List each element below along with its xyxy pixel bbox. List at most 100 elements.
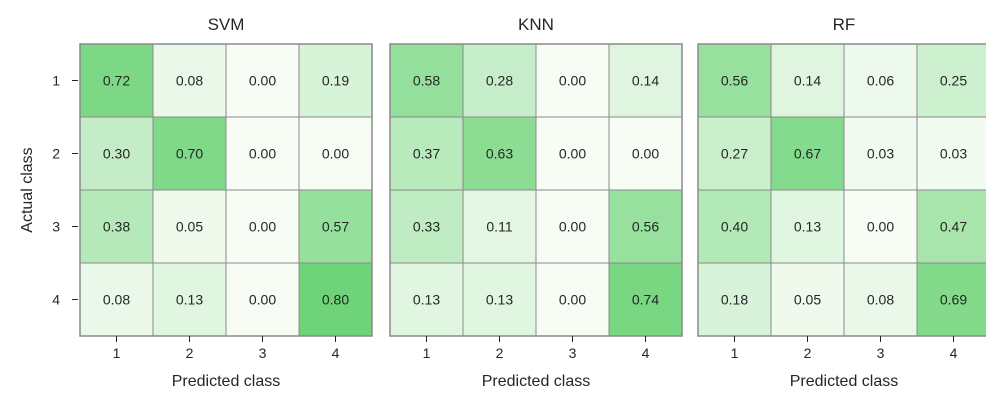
cell-value-label: 0.18	[721, 292, 748, 308]
cell-value-label: 0.33	[413, 219, 440, 235]
heatmap-cell	[298, 116, 373, 191]
heatmap-cell	[843, 43, 918, 118]
cell-value-label: 0.70	[176, 146, 203, 162]
heatmap-cell	[535, 116, 610, 191]
heatmap-cell	[916, 262, 986, 337]
x-tick-label: 3	[569, 345, 577, 361]
cell-value-label: 0.63	[486, 146, 513, 162]
cell-value-label: 0.14	[632, 73, 659, 89]
heatmap-cell	[79, 43, 154, 118]
cell-value-label: 0.28	[486, 73, 513, 89]
cell-value-label: 0.74	[632, 292, 659, 308]
cell-value-label: 0.13	[176, 292, 203, 308]
panel-title-rf: RF	[833, 15, 856, 34]
x-tick-label: 1	[113, 345, 121, 361]
heatmap-cell	[152, 116, 227, 191]
heatmap-cell	[462, 43, 537, 118]
heatmap-cell	[697, 116, 772, 191]
heatmap-cell	[916, 43, 986, 118]
x-tick-label: 4	[642, 345, 650, 361]
x-axis-label: Predicted class	[172, 373, 281, 390]
cell-value-label: 0.00	[249, 292, 276, 308]
heatmap-cell	[298, 189, 373, 264]
cell-value-label: 0.38	[103, 219, 130, 235]
cell-value-label: 0.00	[249, 73, 276, 89]
cell-value-label: 0.19	[322, 73, 349, 89]
heatmap-cell	[770, 262, 845, 337]
heatmap-cell	[389, 116, 464, 191]
heatmap-cell	[608, 43, 683, 118]
cell-value-label: 0.14	[794, 73, 821, 89]
cell-value-label: 0.13	[794, 219, 821, 235]
heatmap-cell	[152, 43, 227, 118]
cell-value-label: 0.05	[794, 292, 821, 308]
x-tick-label: 1	[423, 345, 431, 361]
heatmap-cell	[608, 189, 683, 264]
panel-title-knn: KNN	[518, 15, 554, 34]
x-axis-label: Predicted class	[482, 373, 591, 390]
cell-value-label: 0.06	[867, 73, 894, 89]
heatmap-cell	[79, 116, 154, 191]
cell-value-label: 0.27	[721, 146, 748, 162]
cell-value-label: 0.00	[632, 146, 659, 162]
cell-value-label: 0.37	[413, 146, 440, 162]
cell-value-label: 0.72	[103, 73, 130, 89]
x-tick-label: 4	[950, 345, 958, 361]
heatmap-cell	[916, 116, 986, 191]
cell-value-label: 0.13	[413, 292, 440, 308]
heatmap-cell	[843, 262, 918, 337]
panel-frame	[389, 43, 683, 337]
cell-value-label: 0.03	[940, 146, 967, 162]
heatmap-cell	[298, 43, 373, 118]
heatmap-cell	[608, 116, 683, 191]
cell-value-label: 0.67	[794, 146, 821, 162]
x-tick-label: 2	[496, 345, 504, 361]
cell-value-label: 0.56	[721, 73, 748, 89]
y-tick-label: 2	[52, 146, 60, 162]
heatmap-cell	[697, 262, 772, 337]
panel-frame	[697, 43, 986, 337]
cell-value-label: 0.30	[103, 146, 130, 162]
x-tick-label: 3	[877, 345, 885, 361]
x-tick-label: 2	[186, 345, 194, 361]
cell-value-label: 0.00	[249, 219, 276, 235]
cell-value-label: 0.08	[176, 73, 203, 89]
y-tick-label: 3	[52, 219, 60, 235]
heatmap-cell	[462, 189, 537, 264]
y-axis-label: Actual class	[19, 147, 36, 232]
cell-value-label: 0.03	[867, 146, 894, 162]
cell-value-label: 0.40	[721, 219, 748, 235]
cell-value-label: 0.58	[413, 73, 440, 89]
cell-value-label: 0.00	[559, 73, 586, 89]
panel-title-svm: SVM	[208, 15, 245, 34]
cell-value-label: 0.47	[940, 219, 967, 235]
heatmap-cell	[916, 189, 986, 264]
cell-value-label: 0.08	[867, 292, 894, 308]
cell-value-label: 0.11	[486, 219, 512, 235]
cell-value-label: 0.00	[322, 146, 349, 162]
heatmap-cell	[535, 189, 610, 264]
x-tick-label: 4	[332, 345, 340, 361]
heatmap-cell	[152, 262, 227, 337]
y-tick-label: 1	[52, 73, 60, 89]
cell-value-label: 0.00	[559, 219, 586, 235]
heatmap-cell	[298, 262, 373, 337]
cell-value-label: 0.00	[249, 146, 276, 162]
cell-value-label: 0.00	[559, 292, 586, 308]
cell-value-label: 0.13	[486, 292, 513, 308]
panel-frame	[79, 43, 373, 337]
x-axis-label: Predicted class	[790, 373, 899, 390]
heatmap-cell	[389, 43, 464, 118]
y-tick-label: 4	[52, 292, 60, 308]
heatmap-cell	[770, 116, 845, 191]
cell-value-label: 0.57	[322, 219, 349, 235]
heatmap-cell	[79, 262, 154, 337]
heatmap-cell	[535, 43, 610, 118]
heatmap-cell	[389, 189, 464, 264]
x-tick-label: 3	[259, 345, 267, 361]
cell-value-label: 0.25	[940, 73, 967, 89]
cell-value-label: 0.08	[103, 292, 130, 308]
heatmap-cell	[152, 189, 227, 264]
cell-value-label: 0.00	[867, 219, 894, 235]
